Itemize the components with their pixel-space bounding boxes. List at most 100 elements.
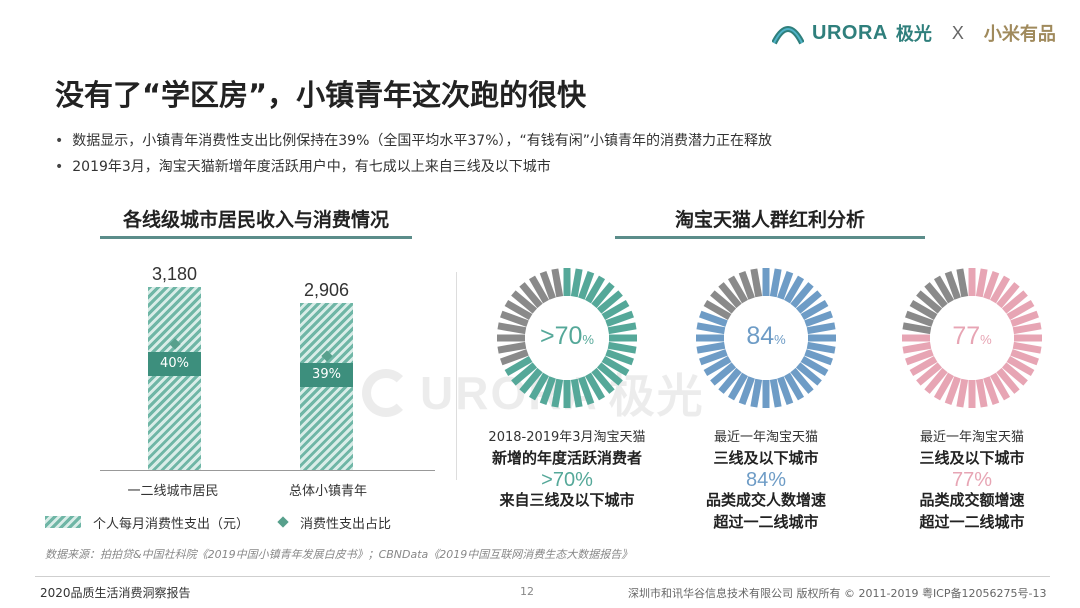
copyright-text: 深圳市和讯华谷信息技术有限公司 版权所有 © 2011-2019 粤ICP备12… — [628, 587, 1047, 600]
donut-segment — [933, 372, 955, 401]
donut-segment — [975, 378, 988, 408]
desc-bottom: 品类成交人数增速 — [705, 491, 826, 509]
donut-segment — [605, 310, 634, 327]
donut-segment — [584, 275, 606, 304]
donut-segment — [504, 299, 533, 321]
donut-segment — [804, 310, 833, 327]
header-logos: URORA 极光 X 小米有品 — [772, 18, 1056, 48]
donut-segment — [769, 268, 782, 298]
donut-segment — [703, 355, 732, 377]
bar — [148, 287, 201, 470]
donut-segment — [718, 282, 742, 309]
donut-segment — [584, 372, 606, 401]
donut-segment — [511, 362, 538, 386]
desc-bottom: 品类成交额增速 — [919, 491, 1025, 509]
donut-segment — [605, 349, 634, 366]
donut-segment — [539, 271, 556, 300]
partner-logo-text: 小米有品 — [983, 24, 1056, 45]
donut-segment — [777, 376, 794, 405]
donut-segment — [607, 322, 637, 335]
donut-segment — [718, 367, 742, 394]
donut-segment — [804, 349, 833, 366]
brand-cn-text: 极光 — [895, 24, 932, 45]
donut-chart — [696, 268, 836, 408]
donut-segment — [924, 282, 948, 309]
donut-segment — [1012, 341, 1042, 354]
bullet-item: 2019年3月，淘宝天猫新增年度活跃用户中，有七成以上来自三线及以下城市 — [55, 154, 772, 180]
donut-segment — [806, 322, 836, 335]
desc-bottom2: 超过一二线城市 — [919, 513, 1025, 531]
donut-segment — [738, 271, 755, 300]
donut-segment — [591, 282, 615, 309]
donut-description: 最近一年淘宝天猫 三线及以下城市 84% 品类成交人数增速 超过一二线城市 — [676, 428, 856, 534]
desc-top: 最近一年淘宝天猫 — [713, 430, 818, 445]
right-section-underline — [615, 236, 925, 239]
donut-segment — [909, 299, 938, 321]
donut-center-value: 77% — [952, 322, 992, 350]
desc-big: 84% — [745, 469, 787, 491]
donut-segment — [497, 322, 527, 335]
donut-segment — [790, 282, 814, 309]
donut-segment — [504, 355, 533, 377]
donut-segment — [1010, 310, 1039, 327]
ratio-badge: 39% — [300, 363, 353, 387]
report-name: 2020品质生活消费洞察报告 — [40, 586, 191, 600]
donut-segment — [1001, 362, 1028, 386]
donut-segment — [551, 378, 564, 408]
donut-segment — [727, 275, 749, 304]
donut-segment — [944, 271, 961, 300]
donut-segment — [539, 376, 556, 405]
bullet-item: 数据显示，小镇青年消费性支出比例保持在39%（全国平均水平37%），“有钱有闲”… — [55, 128, 772, 154]
donut-segment — [902, 322, 932, 335]
desc-bold: 新增的年度活跃消费者 — [491, 449, 642, 467]
left-section-title: 各线级城市居民收入与消费情况 — [122, 209, 389, 231]
legend-diamond-icon — [277, 516, 289, 528]
donut-segment — [769, 378, 782, 408]
donut-chart-area — [0, 0, 1, 1]
desc-bottom2: 超过一二线城市 — [713, 513, 819, 531]
donut-segment — [983, 376, 1000, 405]
donut-segment — [511, 290, 538, 314]
donut-segment — [596, 290, 623, 314]
donut-segment — [528, 275, 550, 304]
bullet-list: 数据显示，小镇青年消费性支出比例保持在39%（全国平均水平37%），“有钱有闲”… — [55, 128, 772, 180]
donut-segment — [528, 372, 550, 401]
donut-segment — [696, 322, 726, 335]
legend-bar-label: 个人每月消费性支出（元） — [93, 517, 250, 532]
desc-bottom: 来自三线及以下城市 — [499, 491, 635, 509]
donut-segment — [578, 271, 595, 300]
donut-segment — [1006, 355, 1035, 377]
donut-segment — [607, 341, 637, 354]
aurora-logo-icon — [772, 26, 804, 45]
donut-segment — [956, 268, 969, 298]
donut-segment — [551, 268, 564, 298]
donut-segment — [519, 282, 543, 309]
donut-segment — [975, 268, 988, 298]
category-label: 一二线城市居民 — [127, 484, 219, 499]
watermark-logo-icon — [362, 369, 410, 417]
donut-segment — [710, 362, 737, 386]
desc-bold: 三线及以下城市 — [919, 449, 1025, 467]
donut-segment — [696, 341, 726, 354]
donut-segment — [905, 310, 934, 327]
donut-segment — [570, 268, 583, 298]
donut-segment — [783, 372, 805, 401]
donut-segment — [989, 275, 1011, 304]
category-label: 总体小镇青年 — [288, 484, 367, 499]
donut-segment — [1006, 299, 1035, 321]
donut-segment — [596, 362, 623, 386]
watermark-cn-text: 极光 — [608, 370, 705, 422]
donut-segment — [710, 290, 737, 314]
donut-segment — [601, 299, 630, 321]
donut-segment — [750, 268, 763, 298]
donut-segment — [933, 275, 955, 304]
donut-segment — [570, 378, 583, 408]
donut-segment — [699, 310, 728, 327]
donut-segment — [956, 378, 969, 408]
donut-segment — [497, 341, 527, 354]
legend-ratio-label: 消费性支出占比 — [300, 517, 392, 532]
donut-segment — [944, 376, 961, 405]
right-section-title: 淘宝天猫人群红利分析 — [674, 209, 865, 231]
donut-chart — [902, 268, 1042, 408]
donut-segment — [500, 349, 529, 366]
